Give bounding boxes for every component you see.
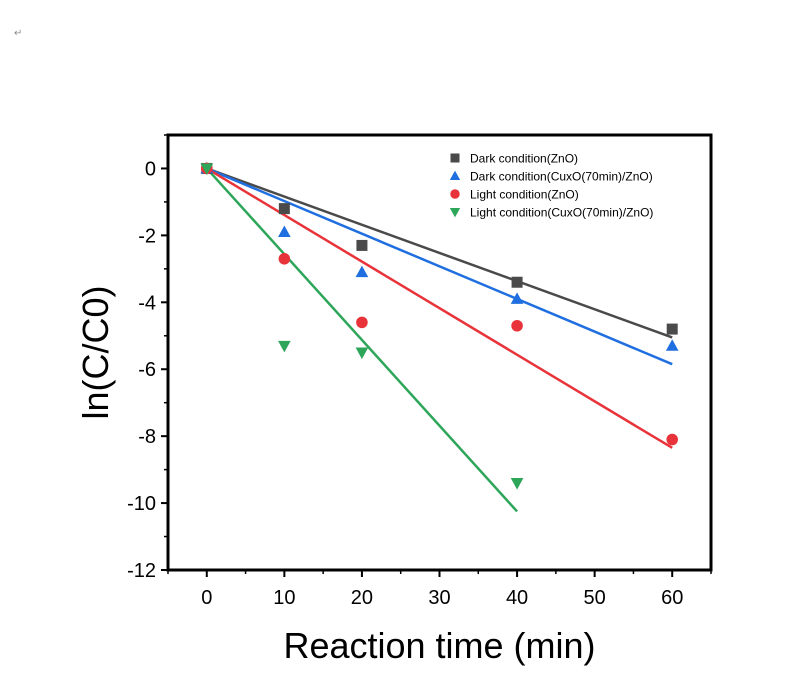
- data-point-series-1: [666, 323, 678, 335]
- data-point-series-4: [355, 347, 369, 360]
- x-axis-title: Reaction time (min): [283, 625, 595, 666]
- data-point-series-3: [356, 316, 368, 329]
- data-point-series-3: [666, 433, 678, 446]
- y-tick-label: -10: [127, 493, 156, 515]
- legend-label-series-2: Dark condition(CuxO(70min)/ZnO): [470, 170, 653, 184]
- x-tick-label: 60: [661, 587, 683, 609]
- fit-line-series-1: [206, 167, 673, 339]
- y-tick-label: -6: [138, 359, 156, 381]
- y-tick-label: -4: [138, 292, 156, 314]
- x-tick-label: 50: [584, 587, 606, 609]
- plot-frame: [166, 133, 713, 572]
- paragraph-mark: ↵: [14, 28, 23, 39]
- x-tick-label: 20: [351, 587, 373, 609]
- y-axis-title: ln(C/C0): [75, 285, 116, 419]
- legend-label-series-4: Light condition(CuxO(70min)/ZnO): [470, 206, 653, 220]
- data-point-series-4: [200, 163, 214, 176]
- fit-line-series-2: [206, 167, 673, 366]
- data-point-series-1: [511, 276, 523, 288]
- y-axis: 0 -2 -4 -6 -8 -10 -12: [127, 134, 168, 582]
- data-point-series-3: [511, 319, 523, 332]
- legend-label-series-1: Dark condition(ZnO): [470, 152, 578, 166]
- legend: Dark condition(ZnO) Dark condition(CuxO(7…: [449, 152, 653, 220]
- data-point-series-4: [278, 340, 291, 353]
- fit-line-series-3: [206, 167, 673, 449]
- data-point-series-2: [355, 265, 369, 278]
- data-point-series-3: [278, 253, 291, 265]
- x-tick-label: 40: [506, 587, 528, 609]
- legend-marker-series-1: [450, 153, 460, 163]
- x-tick-label: 0: [201, 587, 212, 609]
- legend-marker-series-4: [449, 207, 461, 218]
- legend-label-series-3: Light condition(ZnO): [470, 188, 579, 202]
- y-tick-label: -8: [138, 426, 156, 448]
- y-tick-label: -12: [127, 560, 156, 582]
- y-tick-label: 0: [145, 158, 156, 180]
- fit-lines: [205, 167, 673, 513]
- y-tick-label: -2: [138, 225, 156, 247]
- data-markers: [200, 161, 679, 490]
- data-point-series-2: [510, 292, 524, 304]
- fit-line-series-4: [205, 167, 518, 513]
- x-tick-label: 30: [428, 587, 450, 609]
- data-point-series-1: [356, 239, 368, 251]
- data-point-series-2: [278, 225, 291, 237]
- data-point-series-2: [665, 339, 679, 351]
- legend-marker-series-3: [450, 189, 460, 199]
- data-point-series-4: [510, 478, 524, 490]
- legend-marker-series-2: [449, 170, 461, 181]
- data-point-series-1: [278, 203, 290, 215]
- x-tick-label: 10: [273, 587, 295, 609]
- x-axis: 0 10 20 30 40 50 60: [167, 570, 712, 609]
